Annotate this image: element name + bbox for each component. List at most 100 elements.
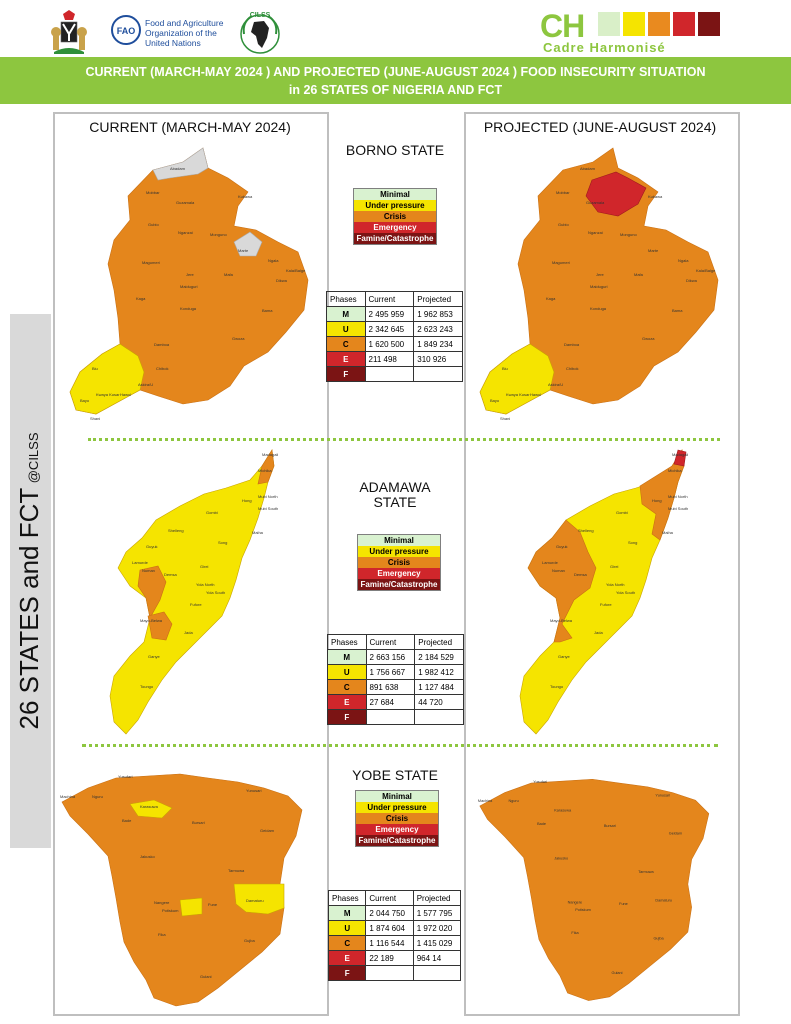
- current-value-cell: 211 498: [364, 351, 415, 367]
- district-label: Gwoza: [232, 336, 245, 341]
- district-label: Jere: [186, 272, 195, 277]
- district-label: Shelleng: [168, 528, 184, 533]
- projected-value-cell: 2 623 243: [413, 321, 463, 337]
- district-label: Karasuwa: [554, 809, 572, 813]
- district-label: Yola South: [206, 590, 225, 595]
- ch-logo-name: Cadre Harmonisé: [543, 40, 666, 55]
- table-row: E 27 684 44 720: [327, 694, 464, 710]
- yobe-projected-map: Yusufari Yunusari Machina Nguru Karasuwa Bade…: [478, 778, 710, 1001]
- district-label: Kukawa: [648, 194, 663, 199]
- table-header: Phases: [327, 890, 367, 906]
- district-label: Madagali: [672, 452, 688, 457]
- district-label: Mafa: [224, 272, 234, 277]
- projected-value-cell: [413, 366, 463, 382]
- current-value-cell: [365, 709, 416, 725]
- district-label: Guzamala: [586, 200, 605, 205]
- district-label: Maiduguri: [590, 284, 608, 289]
- district-label: Marte: [238, 248, 249, 253]
- legend-under-pressure: Under pressure: [354, 200, 436, 211]
- phase-code-cell: U: [327, 664, 367, 680]
- district-label: Damboa: [564, 342, 580, 347]
- adamawa-projected-map: Madagali Michika Hong Mubi North Mubi South G…: [519, 449, 688, 735]
- district-label: Girei: [200, 564, 209, 569]
- district-label: Magumeri: [142, 260, 160, 265]
- district-label: Geidam: [669, 832, 682, 836]
- district-label: Mobbar: [556, 190, 570, 195]
- yobe-phase-table: Phases Current Projected M 2 044 750 1 577 79…: [327, 890, 462, 981]
- district-label: Bade: [122, 818, 132, 823]
- district-label: Gubio: [558, 222, 569, 227]
- legend-crisis: Crisis: [354, 211, 436, 222]
- table-header: Phases: [326, 291, 366, 307]
- district-label: Kaga: [546, 296, 556, 301]
- projected-value-cell: 1 415 029: [412, 935, 462, 951]
- district-label: Marte: [648, 248, 659, 253]
- legend-emergency: Emergency: [354, 222, 436, 233]
- legend-famine: Famine/Catastrophe: [354, 233, 436, 244]
- district-label: Michika: [258, 468, 272, 473]
- adamawa-current-map: Madagali Michika Hong Mubi North Mubi South G…: [109, 449, 278, 735]
- district-label: Hong: [652, 498, 662, 503]
- district-label: Hawul: [120, 392, 131, 397]
- district-label: Gulani: [200, 974, 212, 979]
- district-label: Numan: [552, 568, 565, 573]
- ch-color-square: [673, 12, 695, 36]
- borno-state-title: BORNO STATE: [345, 142, 445, 158]
- phase-code-cell: F: [327, 965, 367, 981]
- legend-borno: Minimal Under pressure Crisis Emergency …: [353, 188, 437, 245]
- district-label: Mayo-Belwa: [140, 618, 163, 623]
- district-label: Maiha: [252, 530, 264, 535]
- nigeria-coat-of-arms-logo: [44, 8, 94, 56]
- projected-value-cell: [412, 965, 462, 981]
- district-label: Kwaya Kusar: [96, 392, 120, 397]
- projected-value-cell: 2 184 529: [414, 649, 464, 665]
- district-label: Gujba: [653, 937, 664, 941]
- district-label: Jada: [184, 630, 193, 635]
- district-label: Bama: [672, 308, 683, 313]
- district-label: Abadam: [170, 166, 186, 171]
- district-label: Nganzai: [178, 230, 193, 235]
- phase-code-cell: M: [327, 649, 367, 665]
- district-label: Shelleng: [578, 528, 594, 533]
- current-value-cell: 2 044 750: [365, 905, 414, 921]
- table-row: F: [327, 709, 464, 725]
- phase-code-cell: U: [327, 920, 367, 936]
- district-label: Askira/U: [138, 382, 153, 387]
- district-label: Guyuk: [146, 544, 158, 549]
- sidebar-handle: @CILSS: [26, 432, 41, 484]
- adamawa-phase-table: Phases Current Projected M 2 663 156 2 184 52…: [327, 634, 464, 725]
- table-row: E 211 498 310 926: [326, 351, 463, 367]
- district-label: Fika: [571, 931, 579, 935]
- district-label: Guzamala: [176, 200, 195, 205]
- district-label: Chibok: [566, 366, 578, 371]
- district-label: Askira/U: [548, 382, 563, 387]
- phase-code-cell: C: [327, 935, 367, 951]
- ch-logo-abbr: CH: [540, 8, 585, 44]
- district-label: Demsa: [574, 572, 587, 577]
- table-header: Projected: [413, 291, 463, 307]
- district-label: Tarmuwa: [638, 870, 654, 874]
- cilss-logo: CILSS: [236, 8, 284, 56]
- title-line-2: in 26 STATES OF NIGERIA AND FCT: [288, 83, 503, 97]
- district-label: Hawul: [530, 392, 541, 397]
- legend-minimal: Minimal: [354, 189, 436, 200]
- legend-yobe: Minimal Under pressure Crisis Emergency …: [355, 790, 439, 847]
- district-label: Yunusari: [655, 793, 670, 797]
- district-label: Konduga: [590, 306, 607, 311]
- district-label: Yunusari: [246, 788, 262, 793]
- district-label: Lamurde: [542, 560, 559, 565]
- table-header: Current: [365, 890, 414, 906]
- district-label: Yola South: [616, 590, 635, 595]
- projected-value-cell: 1 127 484: [414, 679, 464, 695]
- current-column-title: CURRENT (MARCH-MAY 2024): [89, 119, 291, 135]
- fao-name: Food and Agriculture Organization of the…: [145, 18, 224, 48]
- current-value-cell: 2 342 645: [364, 321, 415, 337]
- district-label: Nganzai: [588, 230, 603, 235]
- district-label: Yola North: [196, 582, 215, 587]
- current-value-cell: 1 620 500: [364, 336, 415, 352]
- district-label: Jakusko: [140, 854, 155, 859]
- legend-under-pressure: Under pressure: [358, 546, 440, 557]
- table-header: Current: [365, 634, 416, 650]
